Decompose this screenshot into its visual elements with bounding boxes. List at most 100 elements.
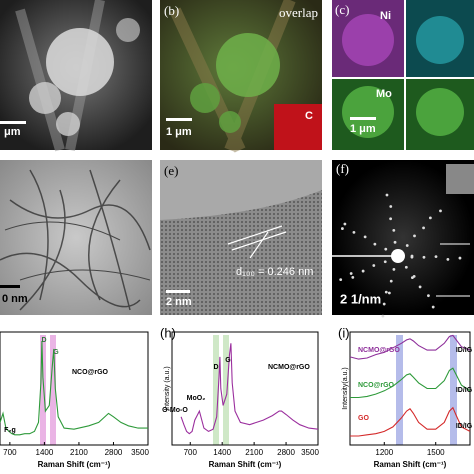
spectrum-line bbox=[180, 343, 319, 435]
series-label: NCO@rGO bbox=[72, 369, 109, 376]
spacing-label: d₁₀₀ = 0.246 nm bbox=[236, 266, 313, 278]
annotation: ID/IG bbox=[456, 387, 473, 394]
series-label: NCMO@rGO bbox=[358, 347, 400, 354]
diffraction-spot bbox=[343, 222, 347, 226]
panel-a: μm bbox=[0, 0, 152, 152]
diffraction-spot bbox=[434, 255, 438, 259]
overlay-label: overlap bbox=[279, 5, 318, 20]
diffraction-spot bbox=[422, 226, 425, 230]
x-tick-label: 2100 bbox=[245, 448, 263, 457]
diffraction-spot bbox=[389, 217, 393, 221]
plot-frame bbox=[0, 331, 149, 446]
spectrum-line bbox=[0, 340, 148, 436]
scale-label: 1 μm bbox=[350, 123, 376, 135]
scale-label: 0 nm bbox=[2, 293, 28, 305]
x-tick-label: 1200 bbox=[375, 448, 393, 457]
diffraction-spot bbox=[392, 228, 396, 232]
diffraction-spot bbox=[427, 294, 430, 298]
spectrum-line bbox=[350, 367, 471, 399]
diffraction-spot bbox=[352, 230, 356, 234]
annotation: G bbox=[53, 349, 59, 356]
x-tick-label: 700 bbox=[3, 448, 17, 457]
diffraction-spot bbox=[446, 257, 450, 261]
x-tick-label: 1500 bbox=[427, 448, 445, 457]
diffraction-spot bbox=[392, 267, 396, 271]
diffraction-spot bbox=[389, 205, 393, 208]
panel-label: (b) bbox=[164, 3, 179, 18]
scale-label: 2 1/nm bbox=[340, 291, 381, 306]
panel-label: (e) bbox=[164, 163, 178, 178]
diffraction-spot bbox=[351, 275, 355, 279]
panel-label: (h) bbox=[160, 325, 176, 340]
diffraction-spot bbox=[410, 255, 414, 259]
diffraction-spot bbox=[422, 255, 426, 259]
series-label: NCMO@rGO bbox=[268, 364, 310, 371]
diffraction-spot bbox=[410, 276, 414, 280]
panel-b: (b) overlap C 1 μm bbox=[160, 0, 322, 153]
annotation: F₂g bbox=[4, 427, 16, 434]
panel-label: (f) bbox=[336, 161, 349, 176]
panel-label: (c) bbox=[335, 2, 349, 17]
series-label: GO bbox=[358, 415, 369, 422]
x-tick-label: 2800 bbox=[105, 448, 123, 457]
x-tick-label: 2100 bbox=[70, 448, 88, 457]
diffraction-spot bbox=[413, 234, 416, 238]
diffraction-spot bbox=[418, 285, 422, 289]
diffraction-spot bbox=[372, 264, 376, 267]
plot-frame bbox=[349, 331, 471, 446]
diffraction-spot bbox=[387, 291, 391, 295]
panel-f: (f) 2 1/nm bbox=[332, 160, 474, 315]
panel-d: 0 nm bbox=[0, 160, 152, 315]
scale-label: μm bbox=[4, 126, 21, 138]
element-label: Ni bbox=[380, 10, 391, 22]
x-tick-label: 3500 bbox=[131, 448, 149, 457]
diffraction-spot bbox=[349, 272, 353, 275]
diffraction-spot bbox=[373, 242, 377, 246]
element-label: Mo bbox=[376, 88, 392, 100]
diffraction-spot bbox=[405, 244, 409, 247]
x-tick-label: 3500 bbox=[301, 448, 319, 457]
diffraction-spot bbox=[341, 227, 344, 230]
x-tick-label: 1400 bbox=[36, 448, 54, 457]
x-axis-label: Raman Shift (cm⁻¹) bbox=[209, 460, 282, 469]
diffraction-spot bbox=[382, 302, 386, 306]
annotation: ID/IG bbox=[456, 423, 473, 430]
scale-label: 1 μm bbox=[166, 126, 192, 138]
diffraction-spot bbox=[389, 279, 393, 283]
y-axis-label: Intensity(a.u.) bbox=[342, 367, 349, 409]
x-tick-label: 2800 bbox=[277, 448, 295, 457]
spectrum-line bbox=[349, 334, 471, 360]
panel-label: (i) bbox=[338, 325, 350, 340]
diffraction-spot bbox=[384, 247, 388, 251]
y-axis-label: Intensity (a.u.) bbox=[164, 366, 171, 410]
spectrum-line bbox=[350, 406, 471, 437]
diffraction-spot bbox=[393, 240, 397, 244]
panel-c: (c) Ni Mo 1 μm bbox=[332, 0, 474, 150]
diffraction-spot bbox=[431, 305, 435, 309]
panel-e: (e) d₁₀₀ = 0.246 nm 2 nm bbox=[160, 160, 322, 315]
diffraction-spot bbox=[339, 278, 343, 282]
annotation: O-Mo-O bbox=[162, 407, 188, 414]
diffraction-spot bbox=[385, 193, 389, 197]
annotation: G bbox=[225, 357, 231, 364]
diffraction-spot bbox=[383, 260, 387, 264]
annotation: MoO₂ bbox=[187, 395, 206, 402]
annotation: D bbox=[213, 364, 218, 371]
diffraction-spot bbox=[361, 269, 365, 273]
annotation: ID/IG bbox=[456, 347, 473, 354]
diffraction-spot bbox=[381, 314, 385, 318]
diffraction-spot bbox=[428, 216, 432, 220]
diffraction-spot bbox=[439, 209, 442, 213]
x-tick-label: 700 bbox=[184, 448, 198, 457]
x-axis-label: Raman Shift (cm⁻¹) bbox=[38, 460, 111, 469]
plot-frame bbox=[171, 331, 319, 446]
annotation: D bbox=[41, 337, 46, 344]
inset-label: C bbox=[305, 110, 313, 122]
diffraction-spot bbox=[384, 290, 388, 294]
x-tick-label: 1400 bbox=[213, 448, 231, 457]
diffraction-spot bbox=[363, 235, 367, 239]
scale-label: 2 nm bbox=[166, 296, 192, 308]
x-axis-label: Raman Shift (cm⁻¹) bbox=[374, 460, 447, 469]
